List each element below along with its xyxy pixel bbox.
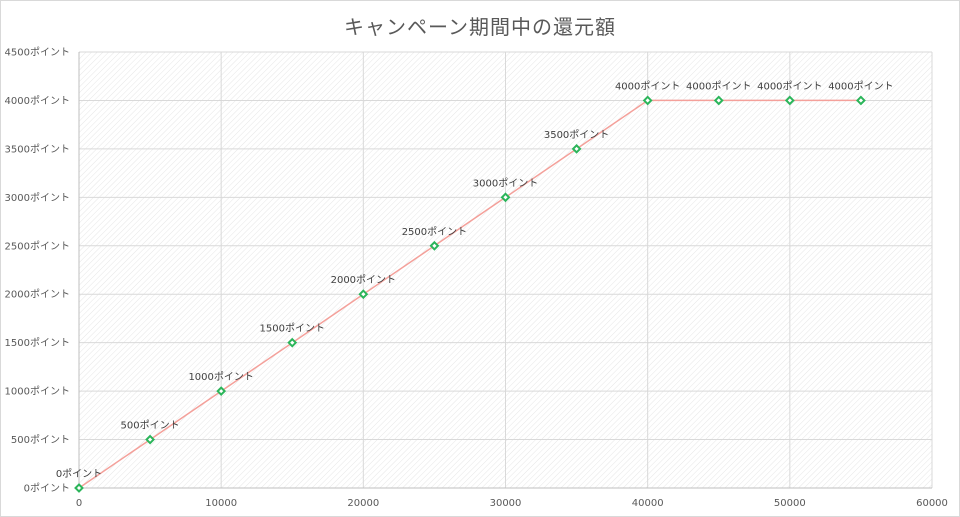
y-tick-label: 0ポイント [24, 483, 70, 495]
y-tick-label: 3000ポイント [5, 192, 70, 204]
data-label: 4000ポイント [615, 80, 680, 92]
y-tick-label: 1500ポイント [5, 337, 70, 349]
y-tick-label: 4500ポイント [5, 47, 70, 59]
chart-title: キャンペーン期間中の還元額 [344, 15, 616, 39]
x-tick-label: 0 [76, 498, 82, 509]
data-point-marker [287, 337, 298, 348]
data-point-marker [571, 143, 582, 154]
series-line [78, 99, 861, 489]
x-tick-label: 10000 [205, 498, 237, 509]
y-tick-label: 3500ポイント [5, 143, 70, 155]
y-tick-label: 2500ポイント [5, 240, 70, 252]
data-point-marker [429, 240, 440, 251]
data-point-marker [145, 434, 155, 445]
y-tick-label: 500ポイント [11, 434, 70, 446]
data-label: 0ポイント [56, 468, 102, 480]
data-label: 1000ポイント [188, 371, 253, 383]
x-tick-label: 30000 [490, 498, 522, 509]
data-point-marker [856, 95, 866, 106]
x-tick-label: 40000 [632, 498, 664, 509]
data-point-marker [642, 95, 653, 106]
data-point-marker [216, 386, 227, 397]
data-label: 4000ポイント [828, 80, 893, 92]
data-point-marker [500, 192, 511, 203]
y-tick-label: 4000ポイント [5, 95, 70, 107]
data-point-marker [784, 95, 795, 106]
data-label: 1500ポイント [260, 323, 325, 335]
data-point-marker [74, 483, 84, 493]
data-label: 4000ポイント [686, 80, 751, 92]
data-point-marker [713, 95, 724, 106]
data-label: 2000ポイント [331, 274, 396, 286]
data-label: 3500ポイント [544, 129, 609, 141]
data-label: 4000ポイント [757, 80, 822, 92]
data-label: 2500ポイント [402, 226, 467, 238]
y-tick-label: 1000ポイント [5, 386, 70, 398]
data-label: 3000ポイント [473, 177, 538, 189]
x-tick-label: 20000 [347, 498, 379, 509]
y-tick-label: 2000ポイント [5, 289, 70, 301]
x-tick-label: 50000 [774, 498, 806, 509]
data-label: 500ポイント [121, 420, 180, 432]
data-point-marker [358, 289, 369, 300]
x-tick-label: 60000 [916, 498, 948, 509]
